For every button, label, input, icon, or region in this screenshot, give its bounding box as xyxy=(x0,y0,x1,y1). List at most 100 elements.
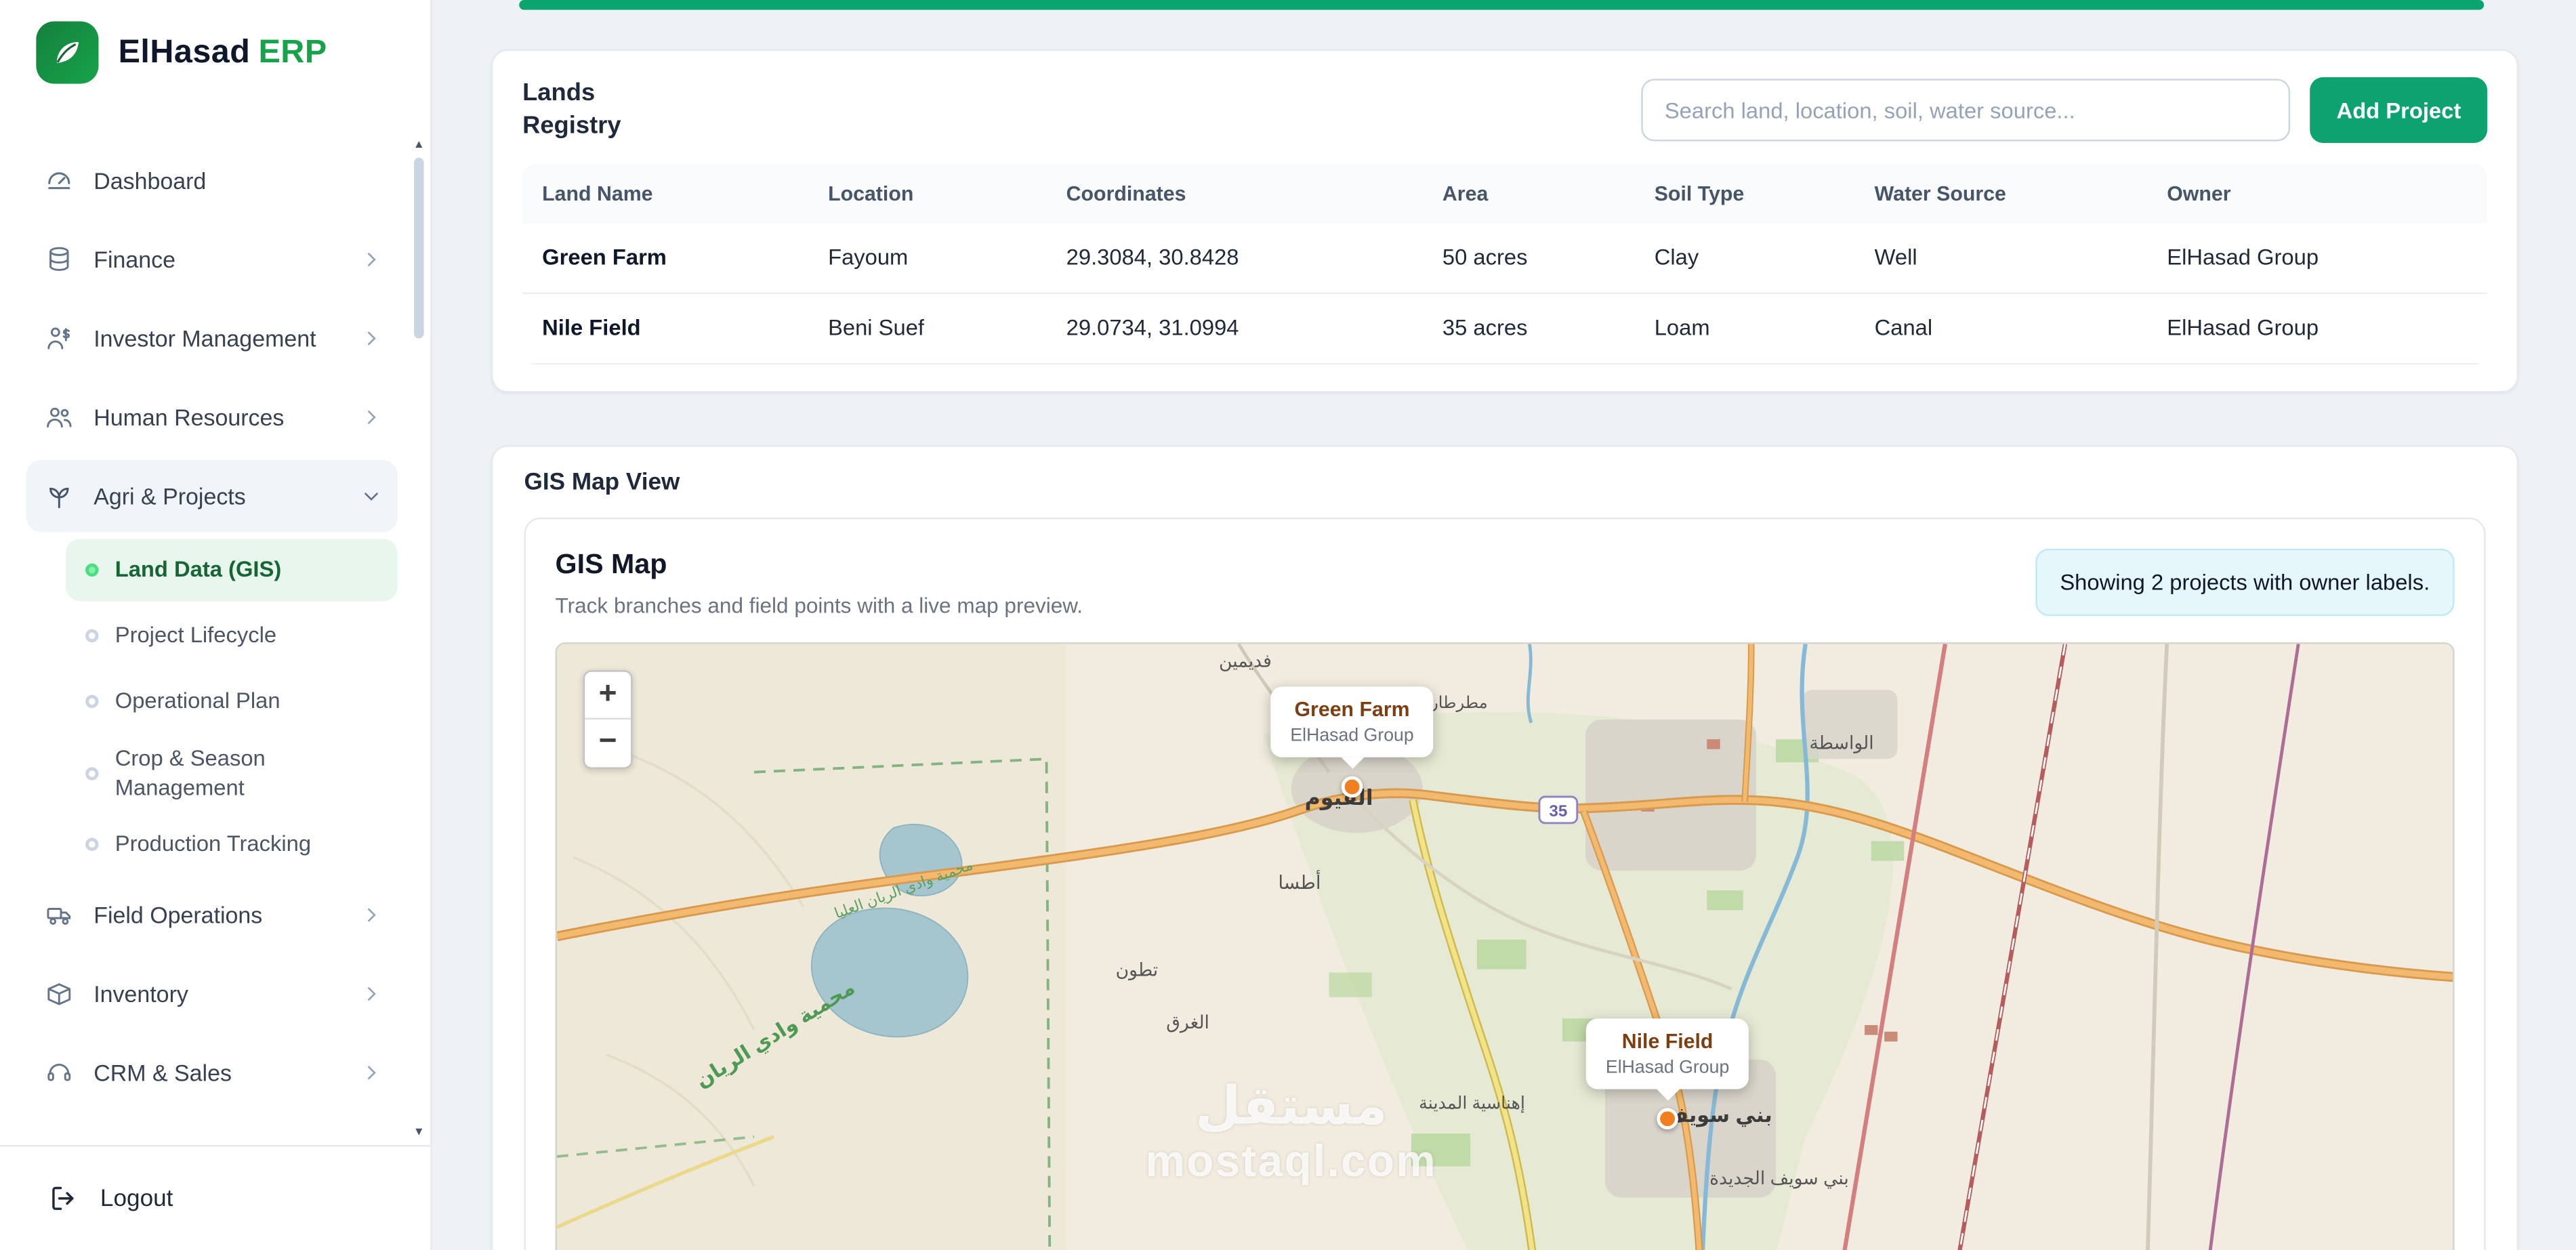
brand-name: ElHasad ERP xyxy=(119,34,327,72)
sidebar-subitem-label: Operational Plan xyxy=(115,688,281,713)
gis-map-card: GIS Map View GIS Map Track branches and … xyxy=(491,444,2519,1250)
svg-text:35: 35 xyxy=(1549,801,1567,820)
map-label: فديمين xyxy=(1219,650,1272,671)
road-shield-35: 35 xyxy=(1538,795,1579,824)
gis-heading-block: GIS Map Track branches and field points … xyxy=(556,548,1083,617)
map-label: إهناسية المدينة xyxy=(1419,1093,1525,1112)
gis-card-title: GIS Map View xyxy=(524,469,680,496)
map-label: بني سويف الجديدة xyxy=(1709,1167,1849,1188)
sidebar-subitem-operational-plan[interactable]: Operational Plan xyxy=(66,670,398,732)
sidebar-item-agri-projects[interactable]: Agri & Projects xyxy=(26,459,398,533)
zoom-in-button[interactable]: + xyxy=(585,671,631,719)
map-label: أطسا xyxy=(1278,869,1321,892)
projects-count-badge: Showing 2 projects with owner labels. xyxy=(2035,547,2455,616)
lands-registry-card: Lands Registry Add Project Land Name Loc… xyxy=(491,49,2519,392)
col-area: Area xyxy=(1442,181,1489,205)
content-column: Lands Registry Add Project Land Name Loc… xyxy=(432,0,2576,1250)
sidebar-item-inventory[interactable]: Inventory xyxy=(26,958,398,1030)
cell-owner: ElHasad Group xyxy=(2167,315,2319,340)
leaf-logo-icon xyxy=(36,21,99,84)
add-project-button[interactable]: Add Project xyxy=(2310,77,2488,144)
sidebar-item-label: Human Resources xyxy=(94,403,285,430)
marker-title: Green Farm xyxy=(1294,697,1410,721)
marker-dot-green-farm[interactable] xyxy=(1341,775,1363,797)
col-land-name: Land Name xyxy=(542,181,653,205)
chevron-right-icon xyxy=(361,984,381,1004)
land-search-input[interactable] xyxy=(1641,79,2291,142)
map-label: الغرق xyxy=(1166,1012,1209,1033)
sidebar: ElHasad ERP Dashboard Finance xyxy=(0,0,432,1250)
lands-table: Land Name Location Coordinates Area Soil… xyxy=(522,163,2488,364)
cell-area: 35 acres xyxy=(1442,315,1528,340)
lands-registry-header: Lands Registry Add Project xyxy=(493,51,2516,163)
sidebar-item-human-resources[interactable]: Human Resources xyxy=(26,381,398,454)
bullet-icon xyxy=(85,563,99,577)
crm-headset-icon xyxy=(43,1056,75,1089)
col-soil-type: Soil Type xyxy=(1654,181,1745,205)
sidebar-subitem-production-tracking[interactable]: Production Tracking xyxy=(66,813,398,875)
bullet-icon xyxy=(85,837,99,852)
table-row[interactable]: Green Farm Fayoum 29.3084, 30.8428 50 ac… xyxy=(522,223,2488,293)
plant-icon xyxy=(43,480,75,512)
dashboard-icon xyxy=(43,164,75,196)
scroll-up-arrow-icon[interactable]: ▲ xyxy=(413,140,425,152)
map-label: تطون xyxy=(1116,959,1159,980)
sidebar-item-field-operations[interactable]: Field Operations xyxy=(26,879,398,951)
sidebar-subitem-label: Production Tracking xyxy=(115,831,312,857)
top-progress-bar xyxy=(519,0,2485,10)
sidebar-item-finance[interactable]: Finance xyxy=(26,224,398,296)
cell-soil: Loam xyxy=(1654,315,1710,340)
sidebar-subitem-land-data-gis[interactable]: Land Data (GIS) xyxy=(65,539,398,602)
brand-logo-row: ElHasad ERP xyxy=(0,0,430,105)
bullet-icon xyxy=(85,694,99,709)
map-label: بني سويف xyxy=(1665,1104,1772,1127)
main-content: Lands Registry Add Project Land Name Loc… xyxy=(432,0,2576,1250)
chevron-right-icon xyxy=(361,905,381,925)
col-location: Location xyxy=(828,181,914,205)
sidebar-subitem-label: Land Data (GIS) xyxy=(115,557,282,582)
scrollbar-thumb[interactable] xyxy=(414,157,424,339)
gis-subtitle: Track branches and field points with a l… xyxy=(555,592,1083,617)
sidebar-item-label: Agri & Projects xyxy=(94,482,246,509)
chevron-right-icon xyxy=(361,407,381,427)
gis-title: GIS Map xyxy=(555,547,667,579)
sidebar-scrollbar[interactable]: ▲ ▼ xyxy=(411,138,427,1142)
sidebar-subitem-label: Project Lifecycle xyxy=(115,623,277,648)
sidebar-item-dashboard[interactable]: Dashboard xyxy=(26,144,398,217)
sidebar-nav: Dashboard Finance Investor Management xyxy=(0,144,407,1140)
lands-registry-title: Lands Registry xyxy=(522,79,621,140)
cell-water: Canal xyxy=(1874,315,1933,340)
logout-icon xyxy=(46,1182,79,1215)
marker-popup-green-farm[interactable]: Green Farm ElHasad Group xyxy=(1270,686,1434,757)
sidebar-item-label: Field Operations xyxy=(94,901,263,928)
brand-primary: ElHasad xyxy=(118,33,251,70)
marker-title: Nile Field xyxy=(1621,1029,1713,1053)
gis-map-canvas[interactable]: 35 فديمين مطرطارس الفيوم أطسا تطون الغرق… xyxy=(555,641,2455,1250)
map-tiles-layer: 35 فديمين مطرطارس الفيوم أطسا تطون الغرق… xyxy=(556,643,2453,1250)
zoom-out-button[interactable]: − xyxy=(585,718,631,767)
sidebar-item-investor-management[interactable]: Investor Management xyxy=(26,302,398,375)
cell-coordinates: 29.0734, 31.0994 xyxy=(1066,315,1239,340)
sidebar-item-crm-sales[interactable]: CRM & Sales xyxy=(26,1037,398,1109)
sidebar-item-label: Inventory xyxy=(94,980,188,1007)
sidebar-subitem-crop-season-management[interactable]: Crop & Season Management xyxy=(66,736,398,810)
scroll-down-arrow-icon[interactable]: ▼ xyxy=(413,1127,425,1139)
gis-panel: GIS Map Track branches and field points … xyxy=(524,516,2486,1250)
hr-users-icon xyxy=(43,401,75,434)
col-coordinates: Coordinates xyxy=(1066,181,1186,205)
cell-land-name: Nile Field xyxy=(542,315,641,340)
sidebar-item-label: CRM & Sales xyxy=(94,1059,232,1085)
sidebar-subitem-project-lifecycle[interactable]: Project Lifecycle xyxy=(66,604,398,667)
table-row[interactable]: Nile Field Beni Suef 29.0734, 31.0994 35… xyxy=(522,293,2488,364)
sidebar-subitem-label: Crop & Season Management xyxy=(115,745,266,799)
logout-button[interactable]: Logout xyxy=(0,1145,431,1250)
marker-popup-nile-field[interactable]: Nile Field ElHasad Group xyxy=(1585,1018,1749,1089)
col-water-source: Water Source xyxy=(1874,181,2006,205)
sidebar-item-label: Dashboard xyxy=(94,167,207,194)
chevron-right-icon xyxy=(361,329,381,348)
marker-dot-nile-field[interactable] xyxy=(1657,1107,1678,1129)
cell-location: Beni Suef xyxy=(828,315,925,340)
brand-accent: ERP xyxy=(258,33,327,70)
